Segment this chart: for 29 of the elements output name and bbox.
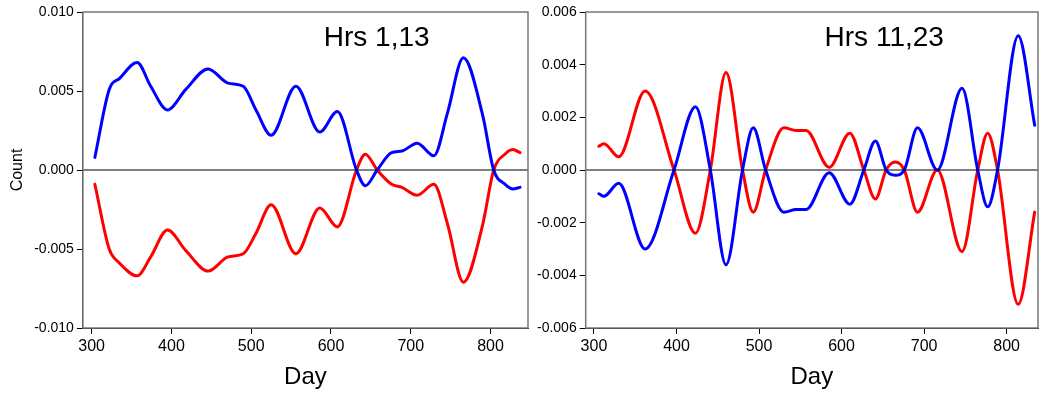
y-tick-label: -0.002 [536,213,577,230]
x-tick-label: 500 [745,337,773,355]
y-tick-label: -0.004 [536,266,577,283]
x-tick-label: 600 [317,337,345,355]
x-tick-label: 800 [993,337,1021,355]
x-tick-label: 800 [477,337,504,355]
y-tick-label: -0.010 [34,318,75,335]
chart-title: Hrs 1,13 [323,20,430,52]
x-tick-label: 600 [828,337,856,355]
y-tick-label: 0.010 [38,2,75,19]
x-tick-label: 300 [580,337,608,355]
x-axis-title: Day [790,362,834,390]
x-tick-label: 500 [237,337,265,355]
y-tick-label: 0.005 [38,81,75,98]
y-tick-label: -0.006 [536,318,577,335]
chart-title: Hrs 11,23 [824,20,944,52]
y-axis-title: Count [8,148,26,192]
y-tick-label: 0.000 [541,160,577,177]
y-tick-label: 0.000 [38,160,75,177]
y-tick-label: 0.004 [541,55,577,72]
y-tick-label: 0.002 [541,108,577,125]
y-tick-label: -0.005 [34,239,75,256]
x-tick-label: 300 [78,337,106,355]
x-axis-title: Day [284,362,327,390]
x-tick-label: 700 [910,337,938,355]
x-tick-label: 400 [158,337,185,355]
y-tick-label: 0.006 [541,2,577,19]
x-tick-label: 400 [663,337,690,355]
x-tick-label: 700 [397,337,425,355]
